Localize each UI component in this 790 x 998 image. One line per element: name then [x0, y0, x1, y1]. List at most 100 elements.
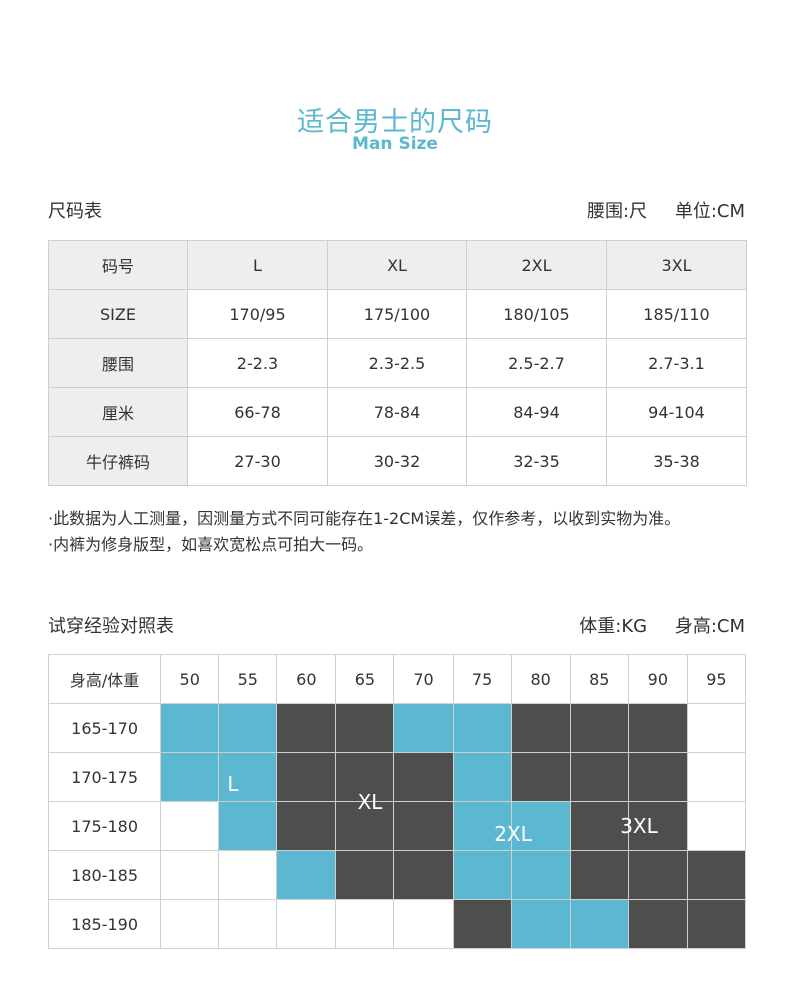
table-cell: 175/100	[327, 289, 467, 339]
fit-cell	[569, 899, 629, 949]
height-unit-label: 身高:CM	[674, 616, 745, 637]
fit-cell	[452, 899, 512, 949]
fit-cell	[276, 703, 337, 753]
size-table: 码号 L XL 2XL 3XL SIZE 170/95 175/100 180/…	[48, 240, 747, 486]
fit-cell	[335, 899, 395, 949]
fit-cell	[510, 899, 571, 949]
table-row: 170-175	[47, 752, 747, 802]
fit-cell	[218, 899, 278, 949]
table-row: SIZE 170/95 175/100 180/105 185/110	[48, 289, 747, 339]
fit-section-title: 试穿经验对照表	[48, 616, 174, 637]
table-cell: 2.3-2.5	[327, 338, 467, 388]
weight-header-cell: 85	[569, 654, 629, 704]
height-label-cell: 170-175	[47, 752, 162, 802]
page-title: 适合男士的尺码	[297, 107, 493, 138]
table-cell: 35-38	[606, 436, 747, 486]
fit-cell	[510, 850, 571, 900]
table-cell: 2-2.3	[187, 338, 328, 388]
fit-section-header: 试穿经验对照表 体重:KG 身高:CM	[48, 612, 745, 638]
size-section-header: 尺码表 腰围:尺 单位:CM	[48, 197, 745, 223]
weight-header-cell: 75	[452, 654, 512, 704]
fit-cell	[276, 899, 337, 949]
table-cell: 32-35	[466, 436, 607, 486]
fit-cell	[276, 850, 337, 900]
table-row: 165-170	[47, 703, 747, 753]
fit-table-header: 身高/体重 50 55 60 65 70 75 80 85 90 95	[47, 654, 747, 704]
table-row: 180-185	[47, 850, 747, 900]
table-cell: 84-94	[466, 387, 607, 437]
size-section-title: 尺码表	[48, 201, 102, 222]
table-cell: 170/95	[187, 289, 328, 339]
fit-cell	[160, 899, 220, 949]
header-cell: 2XL	[466, 240, 607, 290]
fit-cell	[218, 752, 278, 802]
fit-cell	[686, 801, 747, 851]
corner-cell: 身高/体重	[47, 654, 162, 704]
fit-cell	[160, 801, 220, 851]
fit-section-units: 体重:KG 身高:CM	[557, 612, 745, 638]
note-fit-advice: ·内裤为修身版型，如喜欢宽松点可拍大一码。	[48, 535, 374, 554]
fit-cell	[335, 752, 395, 802]
height-label-cell: 165-170	[47, 703, 162, 753]
header-cell: XL	[327, 240, 467, 290]
fit-cell	[218, 801, 278, 851]
fit-cell	[218, 703, 278, 753]
size-table-header: 码号 L XL 2XL 3XL	[48, 240, 747, 290]
table-row: 175-180	[47, 801, 747, 851]
fit-cell	[569, 752, 629, 802]
fit-cell	[627, 752, 688, 802]
row-label: SIZE	[48, 289, 188, 339]
fit-cell	[686, 850, 747, 900]
table-cell: 2.7-3.1	[606, 338, 747, 388]
table-cell: 66-78	[187, 387, 328, 437]
fit-chart: 身高/体重 50 55 60 65 70 75 80 85 90 95 165-170 170-175 1…	[47, 654, 747, 949]
weight-header-cell: 70	[393, 654, 454, 704]
fit-table: 身高/体重 50 55 60 65 70 75 80 85 90 95 165-170 170-175 1…	[47, 654, 747, 949]
fit-cell	[393, 703, 454, 753]
size-section-units: 腰围:尺 单位:CM	[565, 197, 745, 223]
fit-cell	[569, 850, 629, 900]
height-label-cell: 175-180	[47, 801, 162, 851]
fit-cell	[393, 752, 454, 802]
table-row: 厘米 66-78 78-84 84-94 94-104	[48, 387, 747, 437]
page-subtitle: Man Size	[352, 134, 438, 154]
table-row: 腰围 2-2.3 2.3-2.5 2.5-2.7 2.7-3.1	[48, 338, 747, 388]
fit-cell	[627, 899, 688, 949]
row-label: 厘米	[48, 387, 188, 437]
fit-cell	[686, 899, 747, 949]
fit-cell	[686, 703, 747, 753]
fit-cell	[452, 850, 512, 900]
waist-unit-label: 腰围:尺	[587, 201, 648, 222]
fit-cell	[393, 899, 454, 949]
height-label-cell: 185-190	[47, 899, 162, 949]
weight-header-cell: 80	[510, 654, 571, 704]
fit-cell	[686, 752, 747, 802]
weight-header-cell: 60	[276, 654, 337, 704]
fit-cell	[335, 801, 395, 851]
header-cell: 3XL	[606, 240, 747, 290]
fit-cell	[160, 703, 220, 753]
fit-cell	[393, 850, 454, 900]
fit-cell	[510, 703, 571, 753]
fit-cell	[569, 801, 629, 851]
fit-cell	[276, 801, 337, 851]
fit-cell	[393, 801, 454, 851]
height-label-cell: 180-185	[47, 850, 162, 900]
table-cell: 180/105	[466, 289, 607, 339]
table-cell: 78-84	[327, 387, 467, 437]
table-cell: 30-32	[327, 436, 467, 486]
table-cell: 94-104	[606, 387, 747, 437]
fit-cell	[335, 850, 395, 900]
fit-cell	[627, 703, 688, 753]
fit-cell	[452, 801, 512, 851]
table-cell: 185/110	[606, 289, 747, 339]
table-cell: 2.5-2.7	[466, 338, 607, 388]
fit-cell	[452, 703, 512, 753]
note-measurement-error: ·此数据为人工测量，因测量方式不同可能存在1-2CM误差，仅作参考，以收到实物为…	[48, 509, 681, 528]
fit-cell	[627, 801, 688, 851]
weight-header-cell: 65	[335, 654, 395, 704]
fit-cell	[160, 850, 220, 900]
weight-header-cell: 50	[160, 654, 220, 704]
fit-cell	[627, 850, 688, 900]
fit-cell	[452, 752, 512, 802]
